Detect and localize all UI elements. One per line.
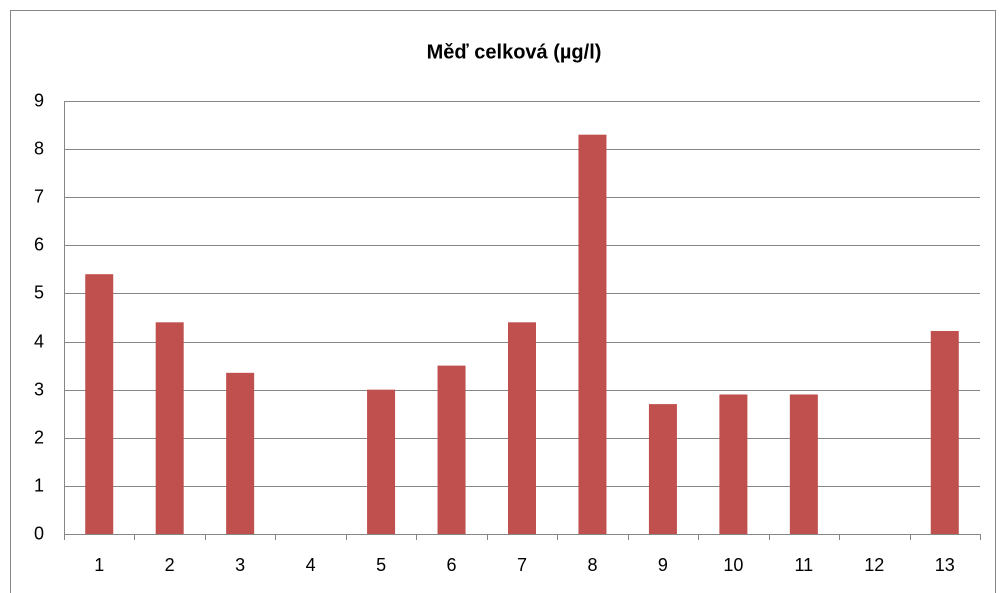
x-tick-label: 9 <box>658 555 668 575</box>
x-tick-label: 12 <box>864 555 884 575</box>
y-tick-label: 6 <box>34 234 44 254</box>
x-tick-label: 6 <box>447 555 457 575</box>
bar <box>367 389 396 534</box>
x-tick-label: 2 <box>165 555 175 575</box>
bar <box>930 330 959 534</box>
bar <box>648 404 677 534</box>
bar <box>85 274 114 534</box>
x-tick-label: 1 <box>94 555 104 575</box>
y-tick-label: 3 <box>34 379 44 399</box>
x-tick-label: 3 <box>235 555 245 575</box>
x-tick-label: 10 <box>723 555 743 575</box>
x-tick-label: 13 <box>935 555 955 575</box>
y-tick-label: 8 <box>34 138 44 158</box>
bar <box>155 322 184 534</box>
bar <box>437 365 466 534</box>
bar <box>789 394 818 534</box>
y-tick-label: 7 <box>34 186 44 206</box>
x-tick-label: 7 <box>517 555 527 575</box>
y-tick-label: 1 <box>34 475 44 495</box>
x-tick-label: 8 <box>587 555 597 575</box>
y-tick-label: 0 <box>34 523 44 543</box>
bar <box>578 134 607 534</box>
bar <box>226 372 255 534</box>
x-tick-label: 5 <box>376 555 386 575</box>
y-tick-label: 4 <box>34 331 44 351</box>
x-tick-label: 4 <box>306 555 316 575</box>
y-tick-label: 5 <box>34 282 44 302</box>
bar <box>508 322 536 534</box>
y-tick-label: 9 <box>34 90 44 110</box>
y-tick-label: 2 <box>34 427 44 447</box>
x-tick-label: 11 <box>795 555 814 575</box>
chart-title: Měď celková (µg/l) <box>427 41 602 63</box>
bar <box>719 394 748 534</box>
